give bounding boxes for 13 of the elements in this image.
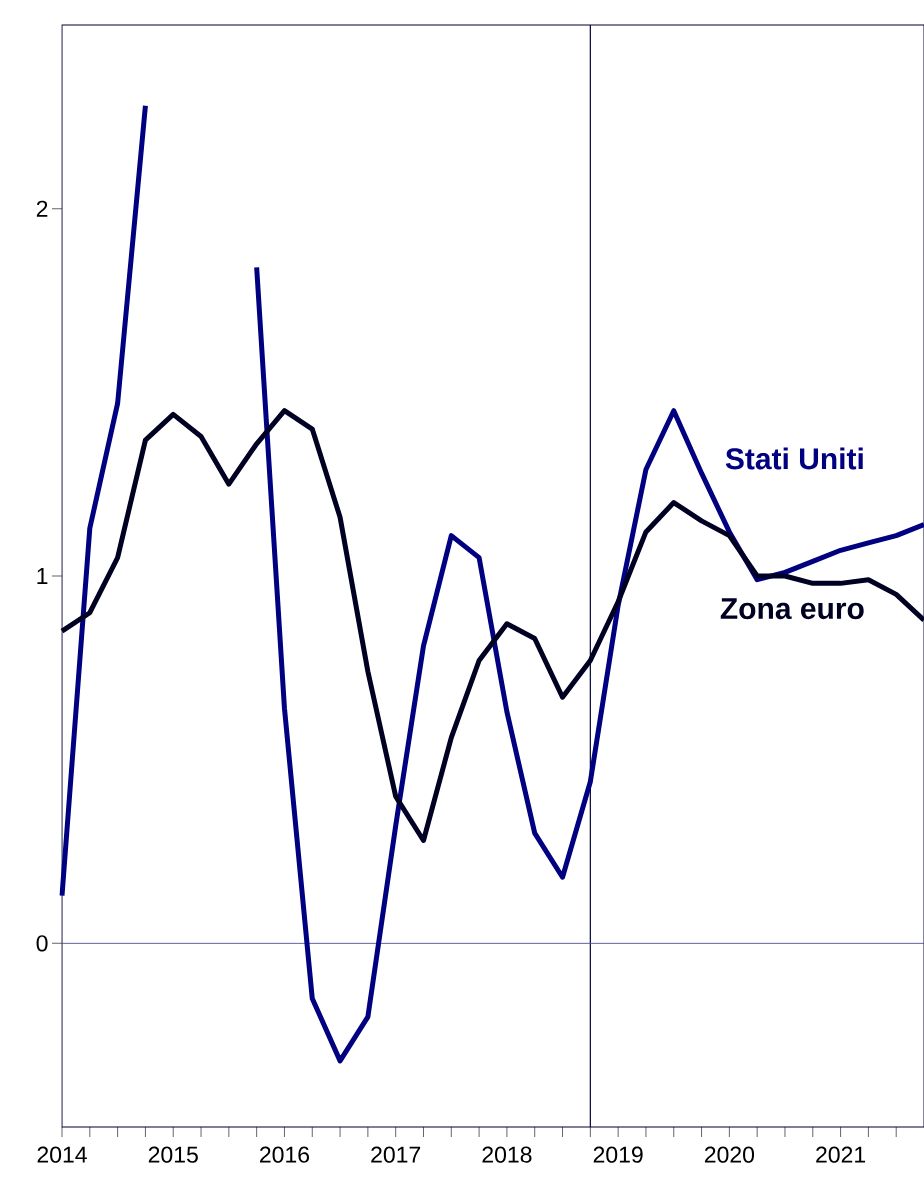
x-tick-label: 2015 [148, 1146, 198, 1163]
y-tick-label: 0 [36, 935, 48, 952]
y-tick-label: 2 [36, 200, 48, 217]
x-tick-label: 2014 [37, 1146, 87, 1163]
x-tick-label: 2018 [482, 1146, 532, 1163]
y-tick-label: 1 [37, 568, 48, 584]
x-tick-label: 2017 [371, 1146, 421, 1163]
series-label: Zona euro [720, 598, 864, 620]
x-tick-label: 2020 [704, 1146, 755, 1163]
x-tick-label: 2021 [816, 1146, 866, 1163]
x-tick-label: 2019 [593, 1146, 643, 1163]
series-label: Stati Uniti [725, 447, 863, 470]
x-tick-label: 2016 [260, 1146, 310, 1163]
